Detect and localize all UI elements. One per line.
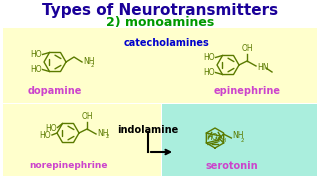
Text: 2: 2 bbox=[106, 134, 109, 140]
Text: epinephrine: epinephrine bbox=[213, 86, 281, 96]
Text: HO: HO bbox=[45, 124, 57, 133]
Text: NH: NH bbox=[232, 132, 244, 141]
Text: HN: HN bbox=[257, 62, 268, 71]
Text: 2: 2 bbox=[241, 138, 244, 143]
Text: indolamine: indolamine bbox=[117, 125, 179, 135]
Text: HO: HO bbox=[39, 130, 51, 140]
Text: norepinephrine: norepinephrine bbox=[29, 161, 107, 170]
Text: Types of Neurotransmitters: Types of Neurotransmitters bbox=[42, 3, 278, 17]
Text: serotonin: serotonin bbox=[206, 161, 258, 171]
Bar bbox=[162, 104, 317, 176]
Text: dopamine: dopamine bbox=[28, 86, 82, 96]
Text: 2) monoamines: 2) monoamines bbox=[106, 15, 214, 28]
Text: OH: OH bbox=[81, 112, 93, 121]
Text: catecholamines: catecholamines bbox=[124, 38, 210, 48]
Text: HO: HO bbox=[203, 68, 214, 77]
Text: NH: NH bbox=[83, 57, 94, 66]
Text: OH: OH bbox=[241, 44, 253, 53]
Text: HO: HO bbox=[30, 50, 42, 59]
Bar bbox=[3, 28, 317, 103]
Text: NH: NH bbox=[97, 129, 108, 138]
Text: HO: HO bbox=[30, 65, 42, 74]
Text: 2: 2 bbox=[91, 62, 94, 68]
Text: N: N bbox=[214, 137, 219, 143]
Text: H: H bbox=[221, 138, 226, 143]
Text: HO: HO bbox=[206, 132, 218, 141]
Text: HO: HO bbox=[203, 53, 214, 62]
Bar bbox=[3, 104, 161, 176]
